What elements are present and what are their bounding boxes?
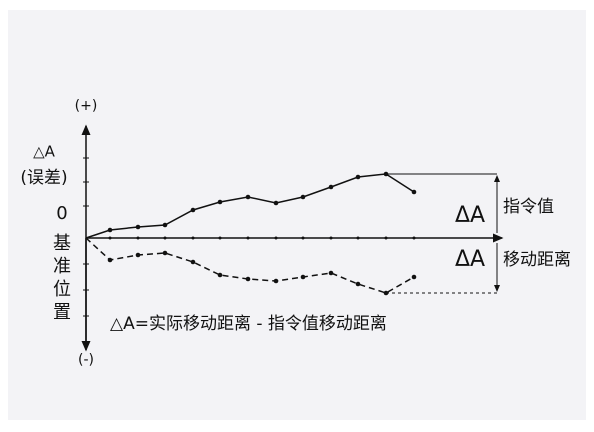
plus-label: (+) (75, 98, 98, 114)
movement-text: 移动距离 (503, 250, 571, 270)
movement-points (107, 250, 417, 296)
minus-label: (-) (78, 352, 94, 368)
zero-label: 0 (56, 203, 67, 224)
baseline-char: 位 (53, 279, 71, 300)
reference-lines (386, 173, 500, 294)
baseline-char: 置 (53, 302, 71, 323)
command-symbol: ΔA (455, 203, 485, 228)
error-label: (误差) (20, 168, 67, 188)
y-ticks (83, 157, 89, 317)
command-text: 指令值 (503, 197, 554, 217)
formula: △A=实际移动距离 - 指令值移动距离 (110, 314, 387, 334)
axes (81, 124, 504, 352)
x-ticks (108, 236, 416, 240)
movement-symbol: ΔA (455, 247, 485, 272)
baseline-char: 准 (53, 256, 71, 277)
delta-label: △A (33, 143, 56, 161)
panel (8, 10, 586, 420)
baseline-char: 基 (53, 233, 71, 254)
